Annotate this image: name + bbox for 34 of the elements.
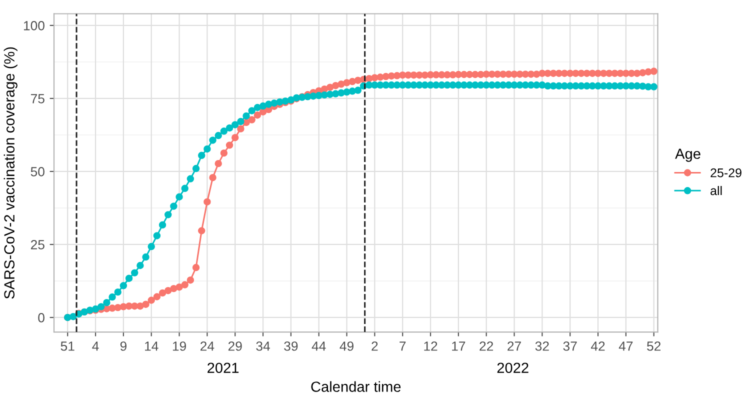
y-tick-label: 50 — [30, 167, 44, 176]
x-tick-label: 19 — [172, 341, 186, 351]
x-tick-label: 9 — [120, 341, 126, 351]
y-tick-label: 25 — [30, 240, 44, 250]
x-tick-label: 17 — [452, 342, 466, 351]
x-tick-label: 22 — [480, 341, 494, 351]
x-tick-label: 51 — [60, 342, 74, 351]
x-tick-label: 27 — [508, 341, 521, 351]
legend-label: 25-29 — [710, 168, 742, 178]
x-tick-label: 12 — [424, 341, 438, 351]
x-tick-label: 47 — [618, 342, 633, 351]
x-tick-label: 37 — [563, 341, 577, 351]
y-tick-label: 0 — [38, 313, 44, 322]
x-tick-label: 42 — [590, 341, 605, 351]
legend-title: Age — [675, 148, 700, 162]
x-tick-label: 49 — [340, 341, 354, 351]
y-tick-label: 100 — [24, 21, 44, 30]
x-axis-title: Calendar time — [311, 381, 401, 392]
text: 2022 — [497, 362, 528, 374]
x-tick-label: 34 — [256, 341, 270, 351]
y-axis-title: SARS-CoV-2 vaccination coverage (%) — [4, 47, 18, 299]
x-tick-label: 44 — [312, 342, 326, 351]
x-tick-label: 52 — [647, 341, 661, 351]
text: 2021 — [208, 362, 239, 374]
x-tick-label: 29 — [228, 341, 242, 351]
x-tick-label: 32 — [535, 341, 549, 351]
x-tick-label: 7 — [400, 342, 406, 351]
x-tick-label: 14 — [145, 342, 158, 351]
y-tick-label: 75 — [30, 94, 44, 104]
x-tick-label: 24 — [200, 341, 214, 351]
legend-label: all — [710, 186, 722, 196]
x-tick-label: 4 — [92, 342, 99, 351]
x-tick-label: 39 — [284, 341, 298, 351]
x-tick-label: 2 — [372, 341, 378, 351]
